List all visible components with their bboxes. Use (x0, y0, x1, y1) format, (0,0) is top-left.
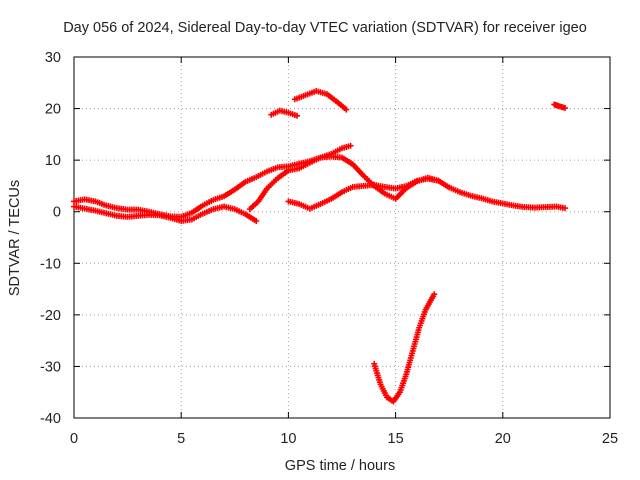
data-point (343, 106, 350, 113)
axis-ticks (73, 56, 611, 419)
x-tick-label: 0 (70, 431, 78, 447)
series-track-f (291, 88, 350, 113)
y-tick-label: -40 (40, 411, 61, 427)
x-tick-label: 15 (388, 431, 404, 447)
y-tick-label: 10 (45, 153, 61, 169)
data-point (431, 291, 438, 298)
y-tick-label: -10 (40, 256, 61, 272)
series-track-h (371, 291, 438, 405)
x-axis-label: GPS time / hours (285, 458, 395, 474)
data-point (253, 217, 260, 224)
chart-title: Day 056 of 2024, Sidereal Day-to-day VTE… (63, 20, 587, 36)
y-tick-label: -30 (40, 359, 61, 375)
series-track-c (246, 142, 354, 213)
x-tick-label: 25 (602, 431, 618, 447)
series-track-g (551, 101, 568, 112)
x-tick-label: 10 (280, 431, 296, 447)
data-point (561, 205, 568, 212)
data-point (561, 105, 568, 112)
series-track-a (71, 153, 568, 220)
x-tick-label: 5 (177, 431, 185, 447)
x-tick-label: 20 (495, 431, 511, 447)
data-markers (71, 88, 568, 405)
y-axis-label: SDTVAR / TECUs (7, 180, 23, 296)
data-point (347, 142, 354, 149)
tick-labels: 0 5 10 15 20 25 30 20 10 0 -10 -20 -30 -40 (40, 50, 618, 447)
series-track-d (285, 175, 442, 212)
y-tick-label: 0 (53, 205, 61, 221)
grid-lines (74, 57, 610, 418)
y-tick-label: 20 (45, 102, 61, 118)
y-tick-label: 30 (45, 50, 61, 66)
data-point (293, 112, 300, 119)
series-track-b (71, 203, 260, 224)
y-tick-label: -20 (40, 308, 61, 324)
data-point (435, 177, 442, 184)
series-track-e (268, 107, 300, 119)
plot-frame (73, 56, 611, 419)
